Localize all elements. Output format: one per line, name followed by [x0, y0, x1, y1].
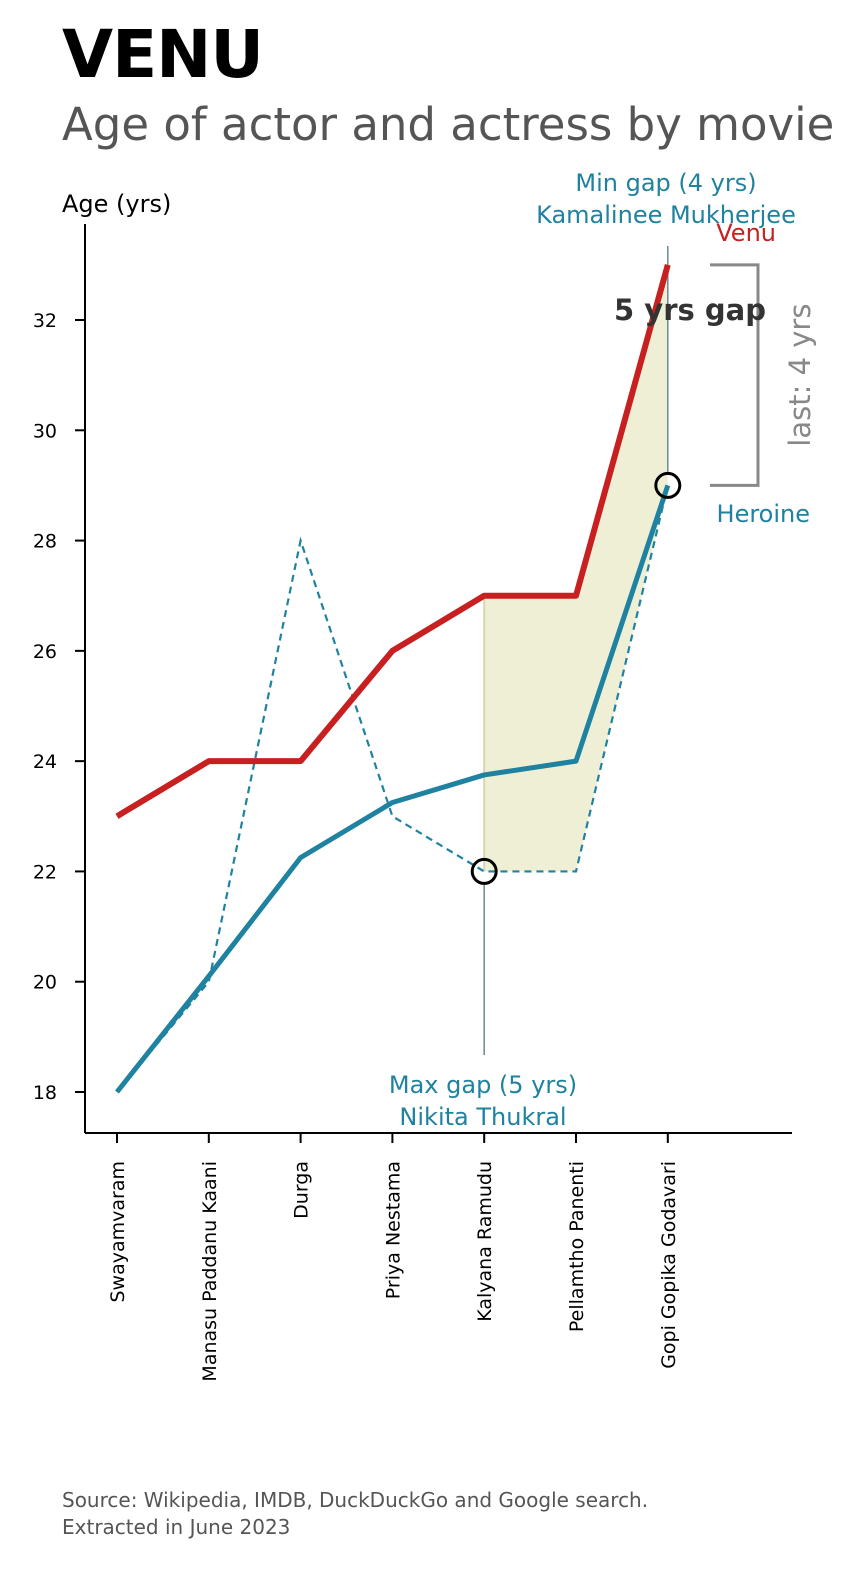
source-line-1: Source: Wikipedia, IMDB, DuckDuckGo and … [62, 1488, 649, 1512]
max-gap-name: Nikita Thukral [399, 1103, 566, 1131]
actor-series-label: Venu [716, 219, 776, 247]
line-chart: 18 20 22 24 26 28 30 32 Age (yrs) Swayamvaram Mana… [33, 169, 817, 1382]
y-tick-label: 26 [33, 641, 57, 663]
y-tick-label: 22 [33, 861, 57, 883]
y-tick-label: 32 [33, 310, 57, 332]
y-tick-label: 20 [33, 972, 57, 994]
heroine-trend-line [115, 484, 671, 1094]
max-gap-label: Max gap (5 yrs) [389, 1071, 577, 1099]
x-tick-label: Priya Nestama [382, 1161, 404, 1299]
last-gap-bracket [710, 263, 760, 487]
last-gap-label: last: 4 yrs [783, 304, 817, 447]
x-tick-label: Pellamtho Panenti [566, 1161, 588, 1332]
max-gap-marker [470, 857, 498, 885]
y-tick-label: 24 [33, 751, 57, 773]
y-tick-label: 28 [33, 531, 57, 553]
x-tick-label: Gopi Gopika Godavari [658, 1161, 680, 1369]
x-tick-label: Swayamvaram [107, 1161, 129, 1303]
y-axis-label: Age (yrs) [62, 190, 171, 218]
source-note: Source: Wikipedia, IMDB, DuckDuckGo and … [62, 1487, 648, 1541]
y-tick-label: 30 [33, 420, 57, 442]
chart-subtitle: Age of actor and actress by movie [62, 98, 835, 151]
heroine-series-label: Heroine [717, 500, 810, 528]
x-tick-label: Durga [291, 1161, 313, 1219]
gap-shaded-area [484, 264, 668, 872]
x-tick-label: Kalyana Ramudu [474, 1161, 496, 1322]
y-tick-label: 18 [33, 1082, 57, 1104]
source-line-2: Extracted in June 2023 [62, 1515, 291, 1539]
min-gap-marker [654, 471, 682, 499]
heroine-dashed-line [116, 485, 669, 1093]
min-gap-name: Kamalinee Mukherjee [536, 201, 796, 229]
actor-line [115, 264, 671, 819]
chart-title: VENU [62, 16, 264, 93]
gap-label: 5 yrs gap [614, 293, 766, 327]
x-tick-label: Manasu Paddanu Kaani [199, 1161, 221, 1382]
min-gap-label: Min gap (4 yrs) [575, 169, 756, 197]
